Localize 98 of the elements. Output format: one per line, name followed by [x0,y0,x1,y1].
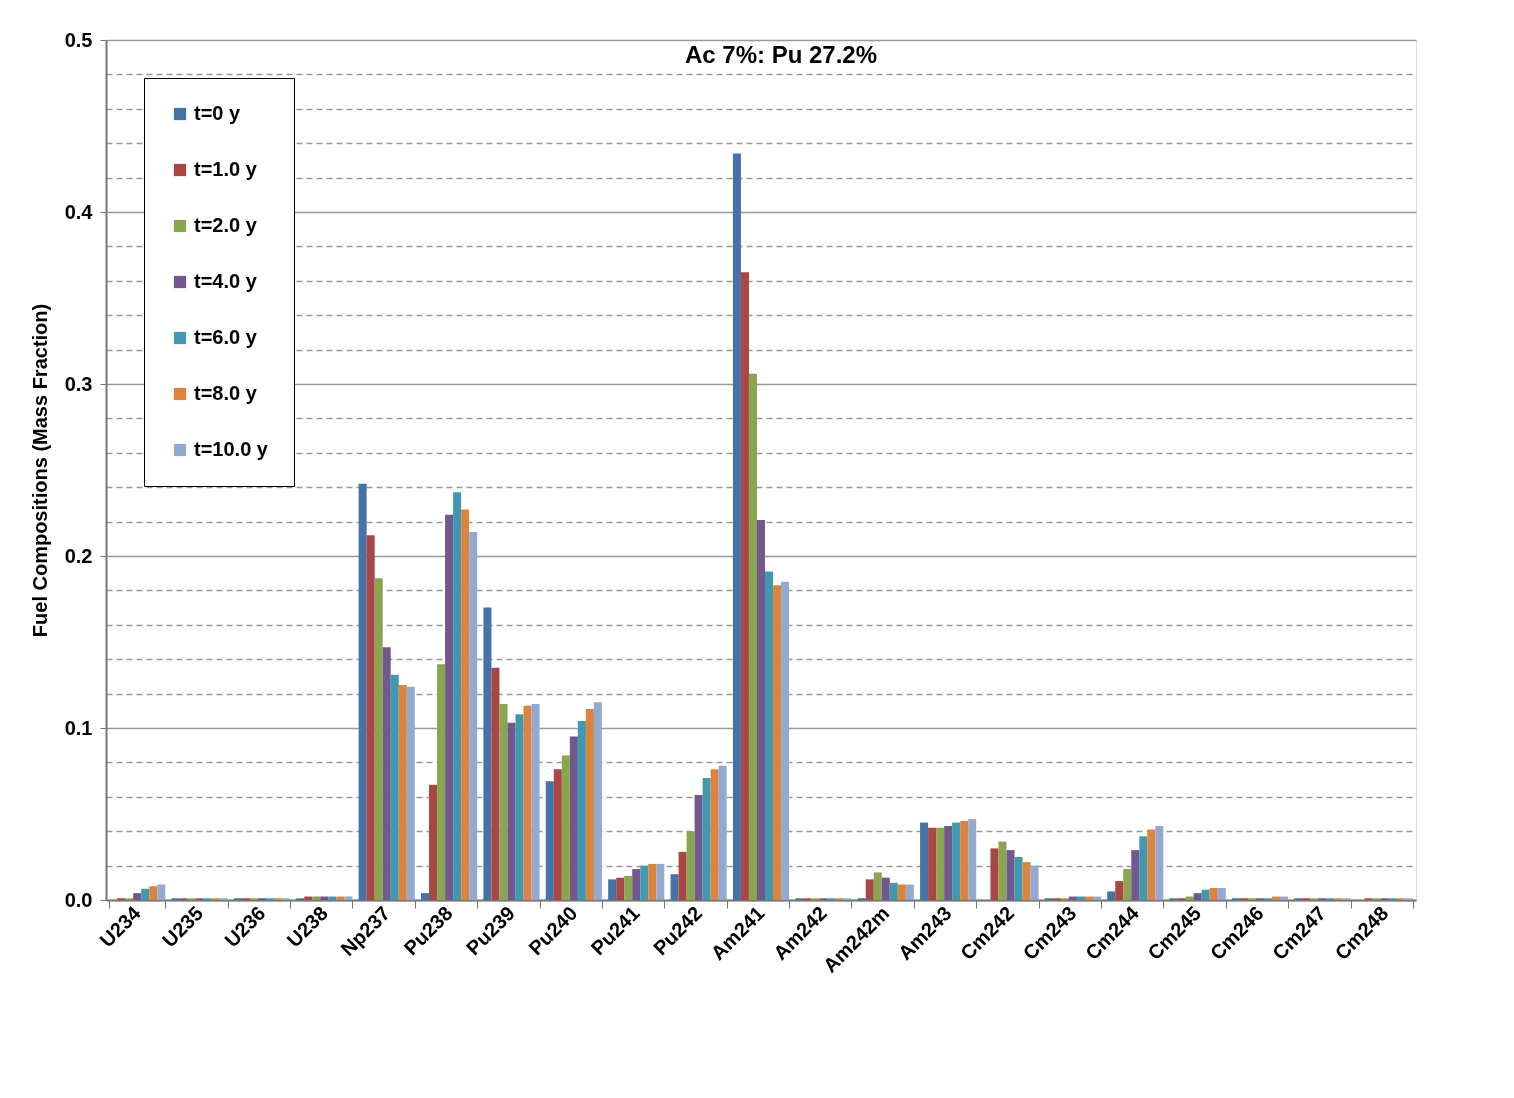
y-tick-label: 0.0 [64,888,93,911]
legend-label: t=10.0 y [194,438,269,460]
bar [483,607,492,900]
bar [710,769,719,900]
bar [640,865,649,900]
bar [1139,836,1148,900]
bar [773,585,782,900]
y-tick-label: 0.2 [64,544,93,567]
legend-label: t=6.0 y [194,326,258,348]
bar [1123,869,1132,900]
bar [756,519,766,900]
bar [149,886,158,900]
bar [445,514,454,900]
bar [1131,850,1140,900]
bar [998,841,1007,900]
bar [569,736,578,900]
bar [905,884,914,900]
bar [968,819,977,900]
bar [624,875,633,900]
bar [358,483,367,900]
bar [920,822,929,900]
bar [366,535,375,900]
bar [702,777,711,900]
bar [545,781,554,900]
bar [437,664,446,900]
bar [608,879,617,900]
legend-label: t=0 y [194,102,242,124]
bar [632,869,641,900]
bar [553,769,562,900]
bar [944,826,953,900]
bar [952,822,961,900]
bar [390,674,399,900]
legend-label: t=1.0 y [194,158,258,180]
bar [1201,889,1210,900]
bar [960,820,969,900]
bar [374,578,383,900]
bar [531,703,540,900]
y-tick-label: 0.5 [64,28,93,51]
bar [648,863,657,900]
bar [133,893,142,900]
bar [990,848,999,900]
bar [1022,862,1031,900]
bar [585,709,594,900]
bar [1107,891,1116,900]
bar [507,722,516,900]
bar [1014,857,1023,900]
bar [491,667,500,900]
bar [523,705,532,900]
bar [461,509,470,900]
bar [1006,850,1015,900]
bar [398,685,407,900]
bar [718,765,727,900]
legend-label: t=4.0 y [194,270,258,292]
bar [873,872,882,900]
bar [881,877,890,900]
bar [141,888,150,900]
bar [928,827,937,900]
bar [889,882,898,900]
bar [1147,829,1156,900]
bar [453,492,462,900]
bar [678,851,687,900]
bar [1193,893,1202,900]
y-axis-title: Fuel Compositions (Mass Fraction) [28,303,51,638]
bar [1209,887,1218,900]
y-tick-label: 0.3 [64,372,93,395]
bar [781,581,790,900]
bar [740,272,749,900]
bar [593,702,602,900]
bar [429,784,438,900]
bar [748,373,757,900]
legend-label: t=8.0 y [194,382,258,404]
bar [765,571,774,900]
bar [157,884,166,900]
bar [1115,881,1124,900]
bar [499,703,508,900]
bar [469,531,478,900]
bar [382,647,391,900]
y-tick-label: 0.4 [64,200,94,223]
y-tick-label: 0.1 [64,716,93,739]
chart-title: Ac 7%: Pu 27.2% [684,41,878,68]
bar [732,153,741,900]
bar [1155,826,1164,900]
bar [577,721,586,900]
bar [561,755,570,900]
bar [1030,865,1039,900]
bar [1217,887,1226,900]
bar [616,877,625,900]
bar [936,827,945,900]
bar [515,714,524,900]
bar [670,874,679,900]
bar [897,884,906,900]
bar [686,831,695,900]
legend-label: t=2.0 y [194,214,258,236]
bar [694,795,703,900]
bar [406,686,415,900]
bar [865,879,874,900]
bar [421,893,430,900]
bar [656,863,665,900]
